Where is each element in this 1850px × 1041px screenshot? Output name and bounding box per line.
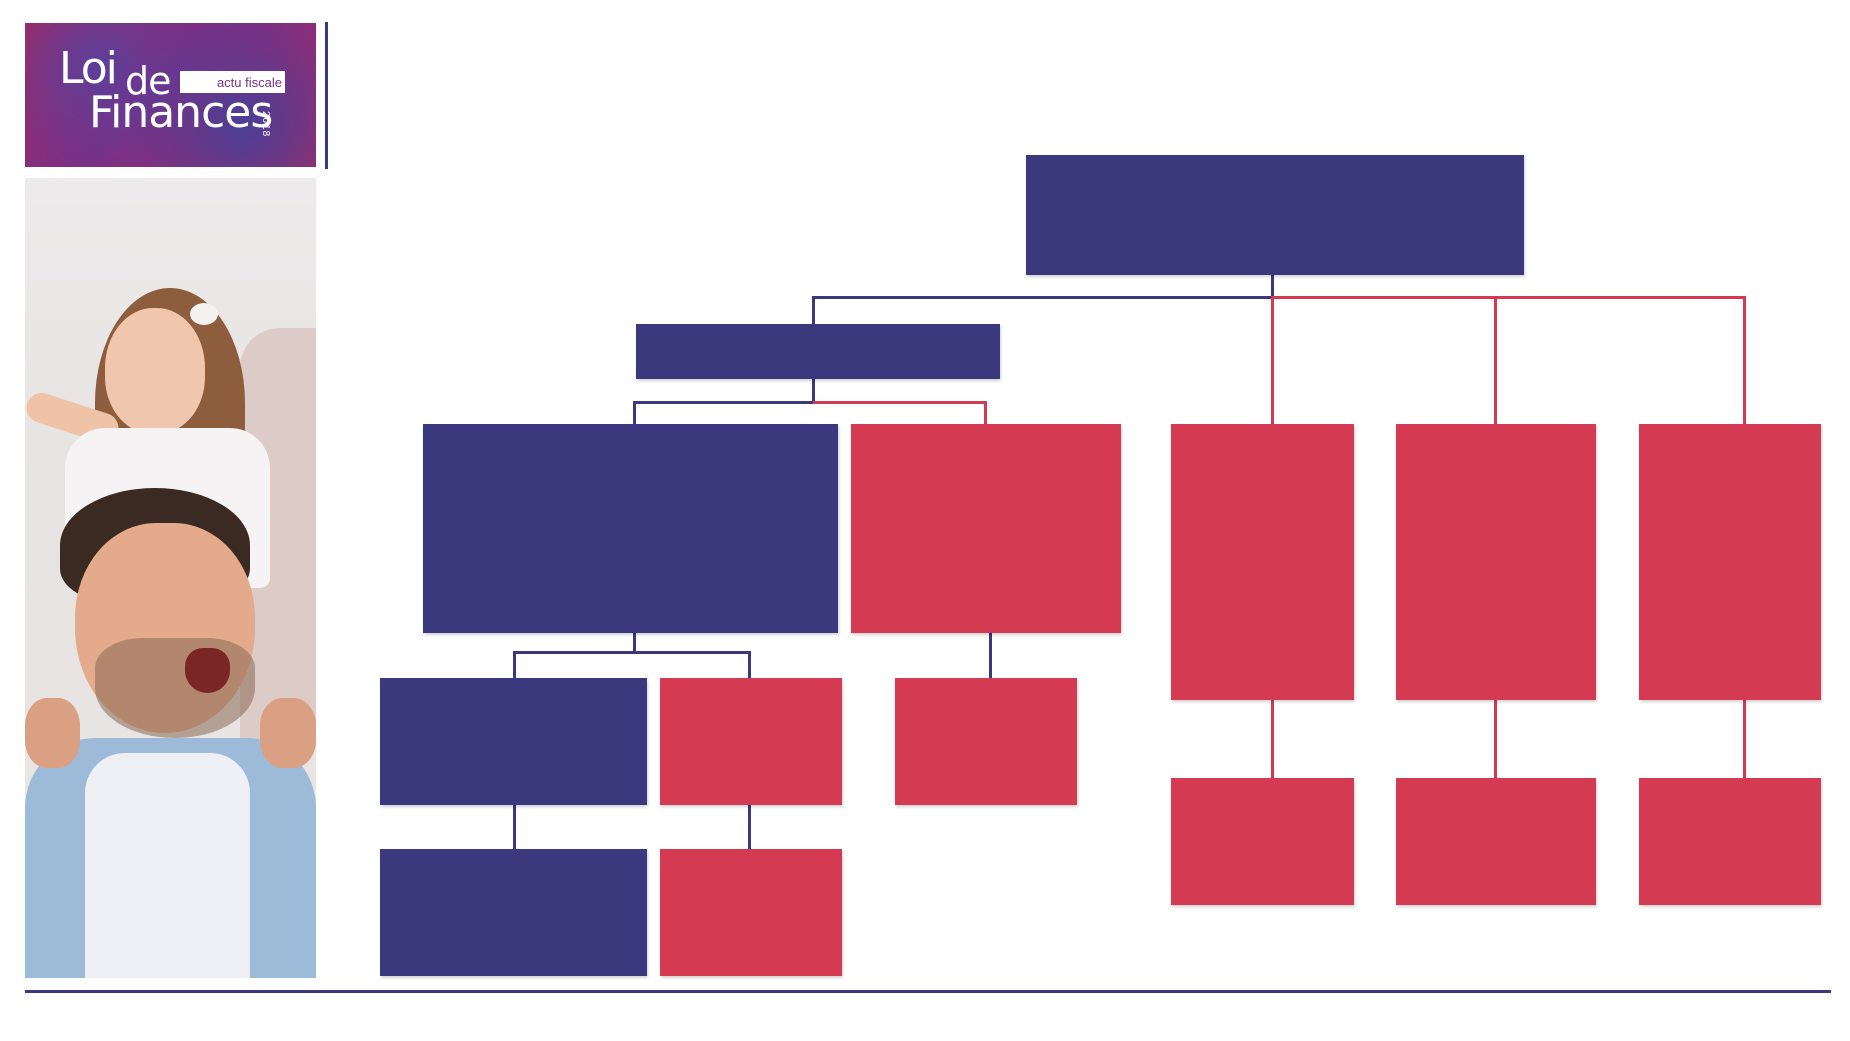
org-node-l4-a	[380, 849, 647, 976]
logo-word-loi: Loi	[59, 43, 118, 94]
logo-word-finances: Finances	[89, 87, 273, 138]
org-node-l3-b	[660, 678, 842, 805]
org-node-l1-a	[636, 324, 1000, 379]
footer-divider	[25, 990, 1831, 993]
org-node-l3-c	[895, 678, 1077, 805]
logo-word-de: de	[125, 59, 171, 103]
org-node-l2-d	[1396, 778, 1596, 905]
brand-logo: Loi de actu fiscale Finances 2018	[25, 23, 316, 167]
family-photo	[25, 178, 316, 978]
org-node-l1-b	[1171, 424, 1354, 700]
logo-tagline: actu fiscale	[180, 71, 285, 93]
org-node-l2-a	[423, 424, 838, 633]
org-node-l3-a	[380, 678, 647, 805]
logo-year: 2018	[260, 111, 271, 138]
org-node-l1-d	[1639, 424, 1821, 700]
logo-divider	[325, 22, 328, 169]
org-node-l2-c	[1171, 778, 1354, 905]
org-node-l4-b	[660, 849, 842, 976]
org-node-l1-c	[1396, 424, 1596, 700]
org-node-l2-b	[851, 424, 1121, 633]
org-node-l2-e	[1639, 778, 1821, 905]
org-node-root	[1026, 155, 1524, 275]
